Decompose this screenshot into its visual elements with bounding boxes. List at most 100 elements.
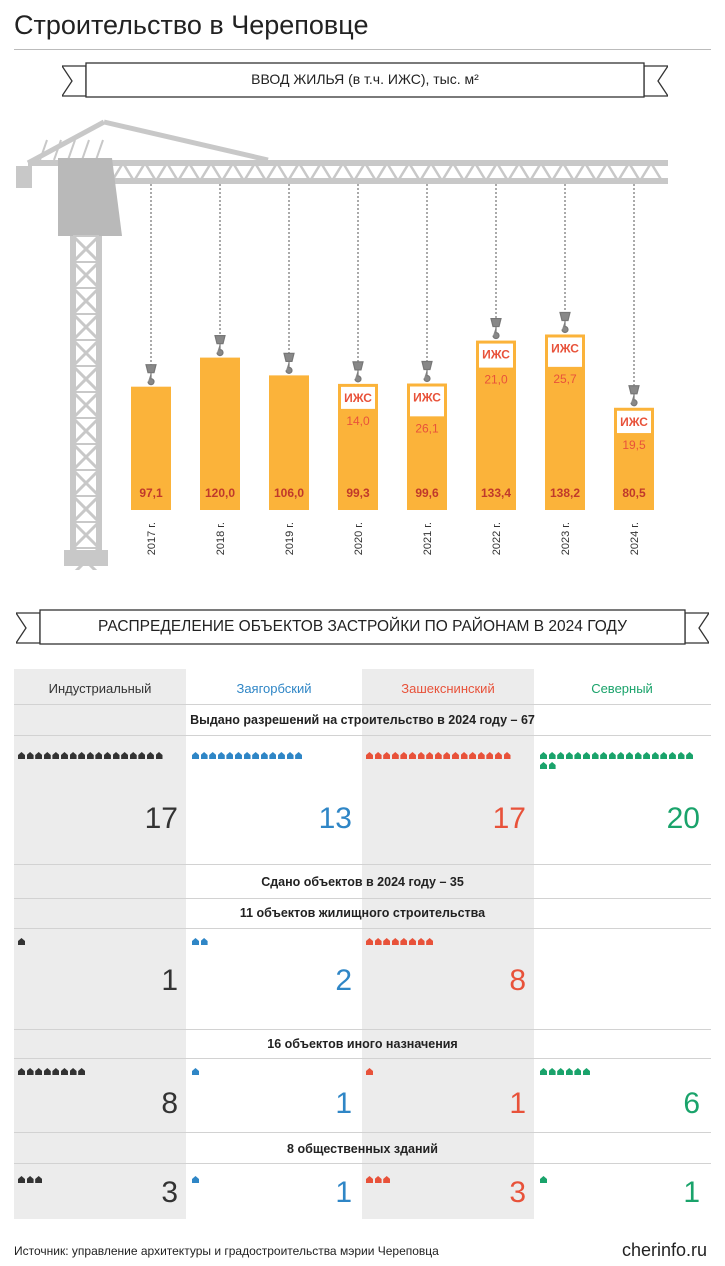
house-icon <box>78 752 86 759</box>
x-tick-label: 2021 г. <box>422 522 434 555</box>
house-icon <box>591 752 599 759</box>
completed-title: Сдано объектов в 2024 году – 35 <box>261 875 464 889</box>
bar-value-label: 133,4 <box>481 486 511 500</box>
house-icon <box>252 752 260 759</box>
public-count: 3 <box>161 1176 178 1209</box>
house-icon <box>565 752 573 759</box>
district-header-zasheksninsky: Зашекснинский <box>401 681 495 696</box>
permits-house-icons <box>18 752 178 762</box>
public-title: 8 общественных зданий <box>287 1142 438 1156</box>
housing-title: 11 объектов жилищного строительства <box>239 906 486 920</box>
house-icon <box>43 1068 51 1075</box>
house-icon <box>286 752 294 759</box>
izhs-label: ИЖС <box>551 341 579 355</box>
bar <box>200 357 240 510</box>
izhs-value-label: 14,0 <box>346 414 370 428</box>
row-divider <box>14 1058 711 1059</box>
permits-count: 17 <box>492 802 526 835</box>
house-icon <box>548 762 556 769</box>
house-icon <box>69 752 77 759</box>
crane-illustration <box>16 119 668 570</box>
house-icon <box>651 752 659 759</box>
house-icon <box>192 752 199 759</box>
house-icon <box>408 752 416 759</box>
house-icon <box>565 1068 573 1075</box>
house-icon <box>391 938 399 945</box>
crane-hook-icon <box>145 364 157 386</box>
house-icon <box>200 938 208 945</box>
footer-site-link[interactable]: cherinfo.ru <box>621 1240 707 1260</box>
house-icon <box>209 752 217 759</box>
districts-banner: РАСПРЕДЕЛЕНИЕ ОБЪЕКТОВ ЗАСТРОЙКИ ПО РАЙО… <box>16 609 709 647</box>
house-icon <box>129 752 137 759</box>
house-icon <box>574 1068 582 1075</box>
row-divider <box>14 928 711 929</box>
house-icon <box>366 1068 373 1075</box>
other-house-icons <box>192 1068 352 1078</box>
house-icon <box>295 752 303 759</box>
housing-chart: 97,1 2017 г. 120,0 2018 г. 106,0 2019 г. 99,3 И… <box>16 119 668 570</box>
house-icon <box>69 1068 77 1075</box>
house-icon <box>608 752 616 759</box>
bar-value-label: 99,3 <box>346 486 370 500</box>
column-bg-industrial <box>14 669 186 1219</box>
x-tick-label: 2023 г. <box>560 522 572 555</box>
bar-value-label: 99,6 <box>415 486 439 500</box>
house-icon <box>269 752 277 759</box>
house-icon <box>391 752 399 759</box>
house-icon <box>78 1068 86 1075</box>
house-icon <box>366 752 373 759</box>
row-divider <box>14 898 711 899</box>
izhs-value-label: 19,5 <box>622 438 646 452</box>
house-icon <box>226 752 234 759</box>
house-icon <box>643 752 651 759</box>
district-header-severny: Северный <box>591 681 653 696</box>
house-icon <box>138 752 146 759</box>
x-tick-label: 2022 г. <box>491 522 503 555</box>
permits-count: 20 <box>666 802 700 835</box>
house-icon <box>469 752 477 759</box>
house-icon <box>434 752 442 759</box>
house-icon <box>366 938 373 945</box>
house-icon <box>503 752 511 759</box>
bar <box>476 340 516 510</box>
house-icon <box>234 752 242 759</box>
house-icon <box>548 752 556 759</box>
other-count: 1 <box>335 1087 352 1120</box>
house-icon <box>460 752 468 759</box>
other-count: 6 <box>683 1087 700 1120</box>
housing-house-icons <box>18 938 178 948</box>
house-icon <box>243 752 251 759</box>
bar <box>131 386 171 510</box>
house-icon <box>26 1068 34 1075</box>
x-tick-label: 2018 г. <box>215 522 227 555</box>
house-icon <box>18 938 25 945</box>
district-header-zayagorbsky: Заягорбский <box>236 681 312 696</box>
izhs-label: ИЖС <box>413 391 441 405</box>
house-icon <box>43 752 51 759</box>
permits-house-icons <box>192 752 352 762</box>
house-icon <box>366 1176 373 1183</box>
izhs-value-label: 25,7 <box>553 372 577 386</box>
house-icon <box>400 938 408 945</box>
permits-count: 13 <box>318 802 352 835</box>
house-icon <box>112 752 120 759</box>
public-house-icons <box>540 1176 700 1186</box>
house-icon <box>35 1176 43 1183</box>
bar <box>269 375 309 510</box>
housing-count: 2 <box>335 964 352 997</box>
public-house-icons <box>18 1176 178 1186</box>
izhs-box <box>548 337 582 367</box>
house-icon <box>60 752 68 759</box>
permits-house-icons <box>366 752 526 762</box>
house-icon <box>557 752 565 759</box>
house-icon <box>374 752 382 759</box>
house-icon <box>486 752 494 759</box>
crane-hook-icon <box>352 361 364 383</box>
house-icon <box>400 752 408 759</box>
izhs-value-label: 21,0 <box>484 373 508 387</box>
izhs-box <box>479 343 513 368</box>
banner-ribbon <box>16 609 709 645</box>
other-house-icons <box>18 1068 178 1078</box>
x-tick-label: 2020 г. <box>353 522 365 555</box>
